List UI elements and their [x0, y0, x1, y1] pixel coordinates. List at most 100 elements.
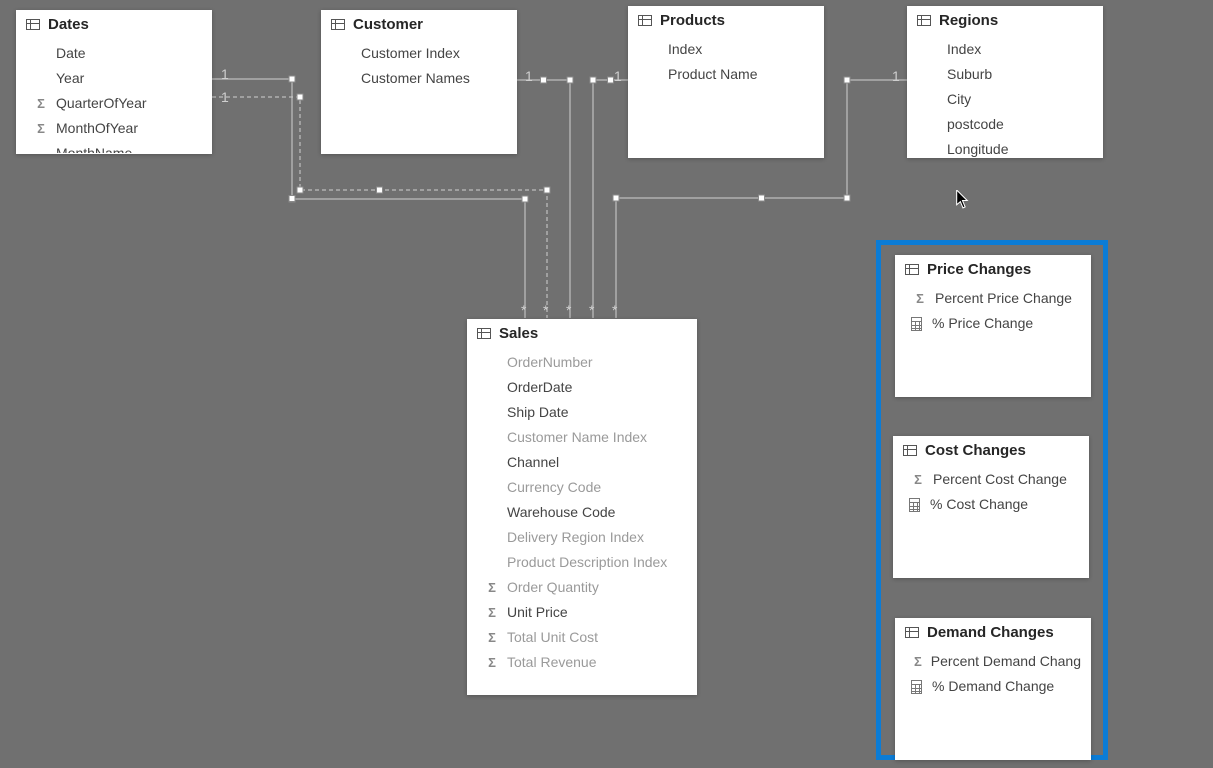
field-label: Currency Code — [507, 477, 601, 498]
table-icon — [477, 328, 491, 339]
table-icon — [917, 15, 931, 26]
table-header[interactable]: Regions — [907, 6, 1103, 33]
field-row[interactable]: Customer Names — [321, 66, 517, 91]
field-row[interactable]: Product Name — [628, 62, 824, 87]
field-row[interactable]: MonthName — [16, 141, 212, 153]
cursor-icon — [956, 190, 970, 210]
field-row[interactable]: % Price Change — [895, 311, 1091, 336]
table-icon — [638, 15, 652, 26]
table-customer[interactable]: Customer Customer IndexCustomer Names — [321, 10, 517, 154]
field-row[interactable]: Customer Index — [321, 41, 517, 66]
calculator-icon — [911, 680, 922, 694]
table-header[interactable]: Demand Changes — [895, 618, 1091, 645]
field-row[interactable]: Longitude — [907, 137, 1103, 157]
sigma-icon — [483, 652, 501, 673]
table-header[interactable]: Customer — [321, 10, 517, 37]
field-list: IndexProduct Name — [628, 33, 824, 157]
field-row[interactable]: postcode — [907, 112, 1103, 137]
field-row[interactable]: City — [907, 87, 1103, 112]
model-canvas[interactable]: Dates DateYearQuarterOfYearMonthOfYear Mon… — [0, 0, 1213, 768]
table-title: Sales — [499, 325, 538, 342]
field-row[interactable]: Currency Code — [467, 475, 697, 500]
table-cost_changes[interactable]: Cost Changes Percent Cost Change % Cost Ch… — [893, 436, 1089, 578]
table-price_changes[interactable]: Price Changes Percent Price Change % Price… — [895, 255, 1091, 397]
field-list: DateYearQuarterOfYearMonthOfYear MonthNam… — [16, 37, 212, 153]
cardinality-one-label: 1 — [221, 89, 229, 105]
field-label: Suburb — [947, 64, 992, 85]
field-row[interactable]: Percent Price Change — [895, 286, 1091, 311]
table-dates[interactable]: Dates DateYearQuarterOfYearMonthOfYear Mon… — [16, 10, 212, 154]
relationship-marker[interactable] — [289, 196, 295, 202]
field-row[interactable]: OrderNumber — [467, 350, 697, 375]
cardinality-one-label: 1 — [221, 66, 229, 82]
field-row[interactable]: Index — [628, 37, 824, 62]
field-row[interactable]: Date — [16, 41, 212, 66]
table-header[interactable]: Products — [628, 6, 824, 33]
sigma-icon — [911, 288, 929, 309]
field-row[interactable]: Suburb — [907, 62, 1103, 87]
table-sales[interactable]: Sales OrderNumberOrderDateShip DateCustom… — [467, 319, 697, 695]
table-regions[interactable]: Regions Index SuburbCitypostcode Longitude — [907, 6, 1103, 158]
field-row[interactable]: QuarterOfYear — [16, 91, 212, 116]
field-row[interactable]: Order Quantity — [467, 575, 697, 600]
field-row[interactable]: MonthOfYear — [16, 116, 212, 141]
field-row[interactable]: Warehouse Code — [467, 500, 697, 525]
field-row[interactable]: OrderDate — [467, 375, 697, 400]
field-label: Index — [947, 39, 981, 60]
field-label: % Cost Change — [930, 494, 1028, 515]
field-row[interactable]: % Cost Change — [893, 492, 1089, 517]
field-list: Percent Demand Chang% Demand Change — [895, 645, 1091, 759]
field-row[interactable]: % Demand Change — [895, 674, 1091, 699]
relationship-line[interactable] — [517, 80, 570, 318]
table-title: Cost Changes — [925, 442, 1026, 459]
field-label: Delivery Region Index — [507, 527, 644, 548]
relationship-marker[interactable] — [608, 77, 614, 83]
field-label: MonthName — [56, 143, 132, 153]
field-row[interactable]: Product Description Index — [467, 550, 697, 575]
field-label: Total Revenue — [507, 652, 597, 673]
relationship-marker[interactable] — [377, 187, 383, 193]
field-label: % Price Change — [932, 313, 1033, 334]
field-row[interactable]: Ship Date — [467, 400, 697, 425]
table-header[interactable]: Dates — [16, 10, 212, 37]
field-label: OrderNumber — [507, 352, 593, 373]
table-title: Customer — [353, 16, 423, 33]
relationship-marker[interactable] — [541, 77, 547, 83]
field-row[interactable]: Total Revenue — [467, 650, 697, 675]
cardinality-one-label: 1 — [892, 68, 900, 84]
field-row[interactable]: Customer Name Index — [467, 425, 697, 450]
table-header[interactable]: Sales — [467, 319, 697, 346]
cardinality-many-label: * — [612, 302, 617, 318]
field-row[interactable]: Total Unit Cost — [467, 625, 697, 650]
field-row[interactable]: Percent Cost Change — [893, 467, 1089, 492]
field-row[interactable]: Unit Price — [467, 600, 697, 625]
field-row[interactable]: Percent Demand Chang — [895, 649, 1091, 674]
field-row[interactable]: Index — [907, 37, 1103, 62]
cardinality-one-label: 1 — [525, 68, 533, 84]
table-title: Regions — [939, 12, 998, 29]
sigma-icon — [32, 118, 50, 139]
table-title: Dates — [48, 16, 89, 33]
relationship-marker[interactable] — [759, 195, 765, 201]
calculator-icon — [911, 317, 922, 331]
table-demand_changes[interactable]: Demand ChangesPercent Demand Chang% Dema… — [895, 618, 1091, 760]
field-row[interactable]: Channel — [467, 450, 697, 475]
field-row[interactable]: Delivery Region Index — [467, 525, 697, 550]
relationship-line[interactable] — [593, 80, 628, 318]
field-label: Unit Price — [507, 602, 568, 623]
table-icon — [331, 19, 345, 30]
table-title: Price Changes — [927, 261, 1031, 278]
field-list: Percent Cost Change % Cost Change — [893, 463, 1089, 577]
table-products[interactable]: Products IndexProduct Name — [628, 6, 824, 158]
field-label: postcode — [947, 114, 1004, 135]
field-label: Product Description Index — [507, 552, 667, 573]
field-list: OrderNumberOrderDateShip DateCustomer Na… — [467, 346, 697, 694]
table-header[interactable]: Cost Changes — [893, 436, 1089, 463]
field-label: Percent Cost Change — [933, 469, 1067, 490]
table-header[interactable]: Price Changes — [895, 255, 1091, 282]
field-list: Customer IndexCustomer Names — [321, 37, 517, 153]
table-title: Products — [660, 12, 725, 29]
field-label: Percent Price Change — [935, 288, 1072, 309]
field-label: Longitude — [947, 139, 1009, 157]
field-row[interactable]: Year — [16, 66, 212, 91]
